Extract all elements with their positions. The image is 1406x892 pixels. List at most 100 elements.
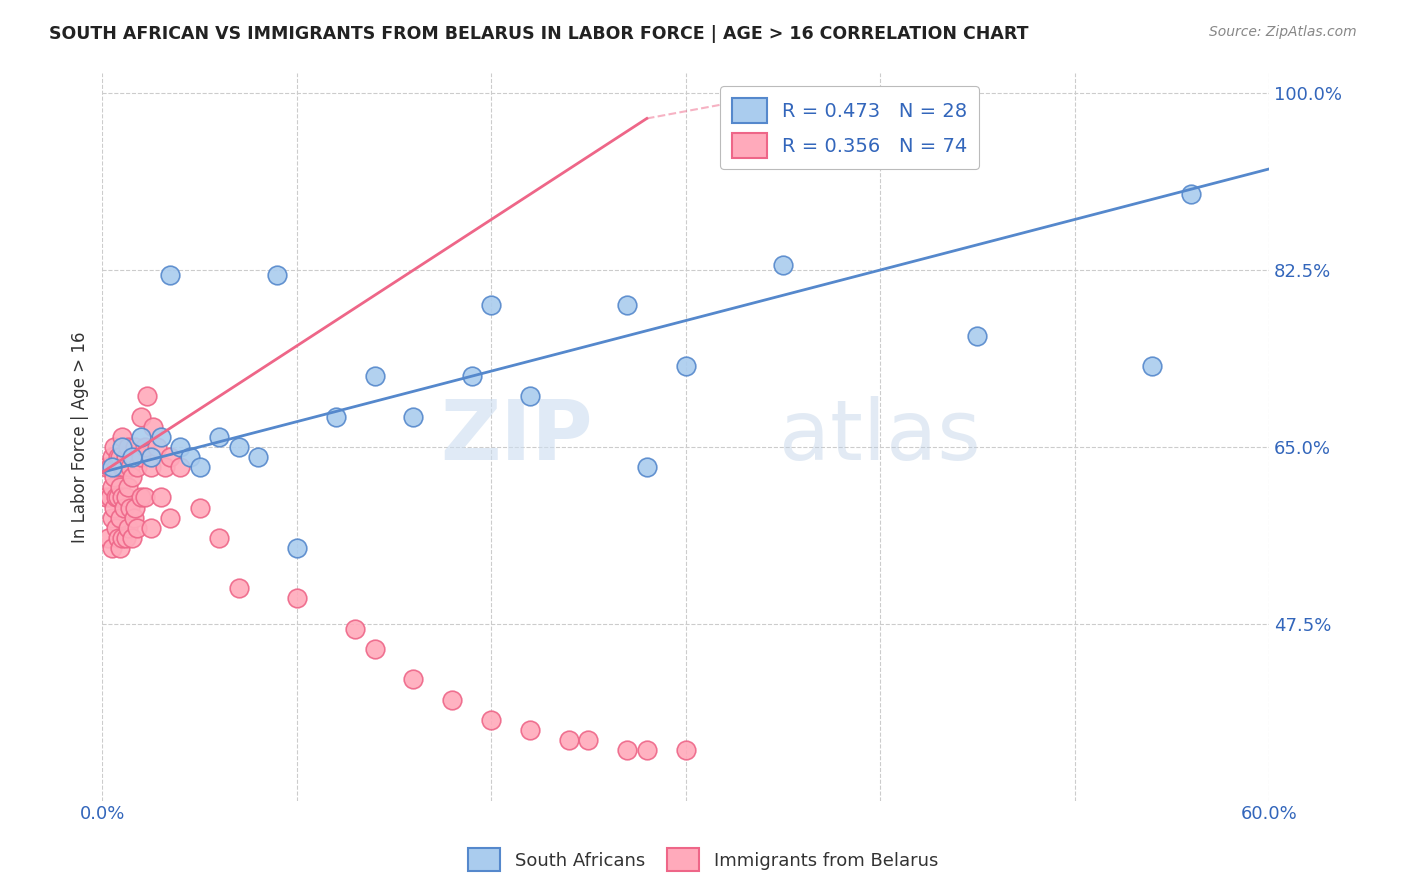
Point [114,531,136,545]
Point [134,491,156,505]
Point [97,531,120,545]
Point [101,541,124,555]
Point [131,491,153,505]
Text: atlas: atlas [779,396,981,477]
Point [111,491,134,505]
Point [228,440,250,454]
Point [675,743,697,757]
Point [142,419,165,434]
Text: Source: ZipAtlas.com: Source: ZipAtlas.com [1209,25,1357,39]
Point [139,521,162,535]
Point [105,460,128,475]
Point [101,510,124,524]
Point [772,258,794,272]
Point [179,450,201,464]
Point [131,430,153,444]
Point [208,531,231,545]
Point [479,298,502,312]
Point [188,460,211,475]
Point [285,591,308,606]
Point [1142,359,1164,373]
Point [103,470,125,484]
Point [616,298,638,312]
Point [112,460,135,475]
Point [636,743,658,757]
Point [1180,187,1202,202]
Point [675,359,697,373]
Point [169,460,191,475]
Point [146,440,169,454]
Point [188,500,211,515]
Point [616,743,638,757]
Point [325,409,347,424]
Point [131,450,153,464]
Point [159,268,181,282]
Point [122,450,145,464]
Point [169,440,191,454]
Point [105,521,128,535]
Point [111,460,134,475]
Point [519,723,541,737]
Point [108,450,131,464]
Point [111,430,134,444]
Point [118,460,141,475]
Point [127,521,149,535]
Point [228,582,250,596]
Point [111,440,134,454]
Point [103,500,125,515]
Point [479,713,502,727]
Point [149,491,172,505]
Point [98,460,121,475]
Point [153,460,176,475]
Point [103,440,125,454]
Point [441,692,464,706]
Point [122,510,145,524]
Point [558,733,581,747]
Point [139,460,162,475]
Point [966,328,988,343]
Point [636,460,658,475]
Point [159,510,181,524]
Point [105,491,128,505]
Point [246,450,269,464]
Point [461,369,484,384]
Point [101,460,124,475]
Point [159,450,181,464]
Point [108,510,131,524]
Point [108,480,131,494]
Point [363,642,385,657]
Point [101,450,124,464]
Point [118,500,141,515]
Point [402,673,425,687]
Point [101,480,124,494]
Point [344,622,367,636]
Point [111,531,134,545]
Text: ZIP: ZIP [440,396,592,477]
Point [285,541,308,555]
Point [402,409,425,424]
Point [117,521,139,535]
Point [107,450,129,464]
Point [266,268,288,282]
Point [124,500,146,515]
Legend: South Africans, Immigrants from Belarus: South Africans, Immigrants from Belarus [461,841,945,879]
Point [578,733,600,747]
Point [149,430,172,444]
Point [208,430,231,444]
Point [519,389,541,403]
Point [124,440,146,454]
Point [114,491,136,505]
Point [127,460,149,475]
Point [136,389,159,403]
Point [107,531,129,545]
Point [134,440,156,454]
Point [98,491,121,505]
Point [121,450,143,464]
Point [117,440,139,454]
Point [117,480,139,494]
Point [121,470,143,484]
Text: SOUTH AFRICAN VS IMMIGRANTS FROM BELARUS IN LABOR FORCE | AGE > 16 CORRELATION C: SOUTH AFRICAN VS IMMIGRANTS FROM BELARUS… [49,25,1029,43]
Point [108,541,131,555]
Point [121,531,143,545]
Point [114,450,136,464]
